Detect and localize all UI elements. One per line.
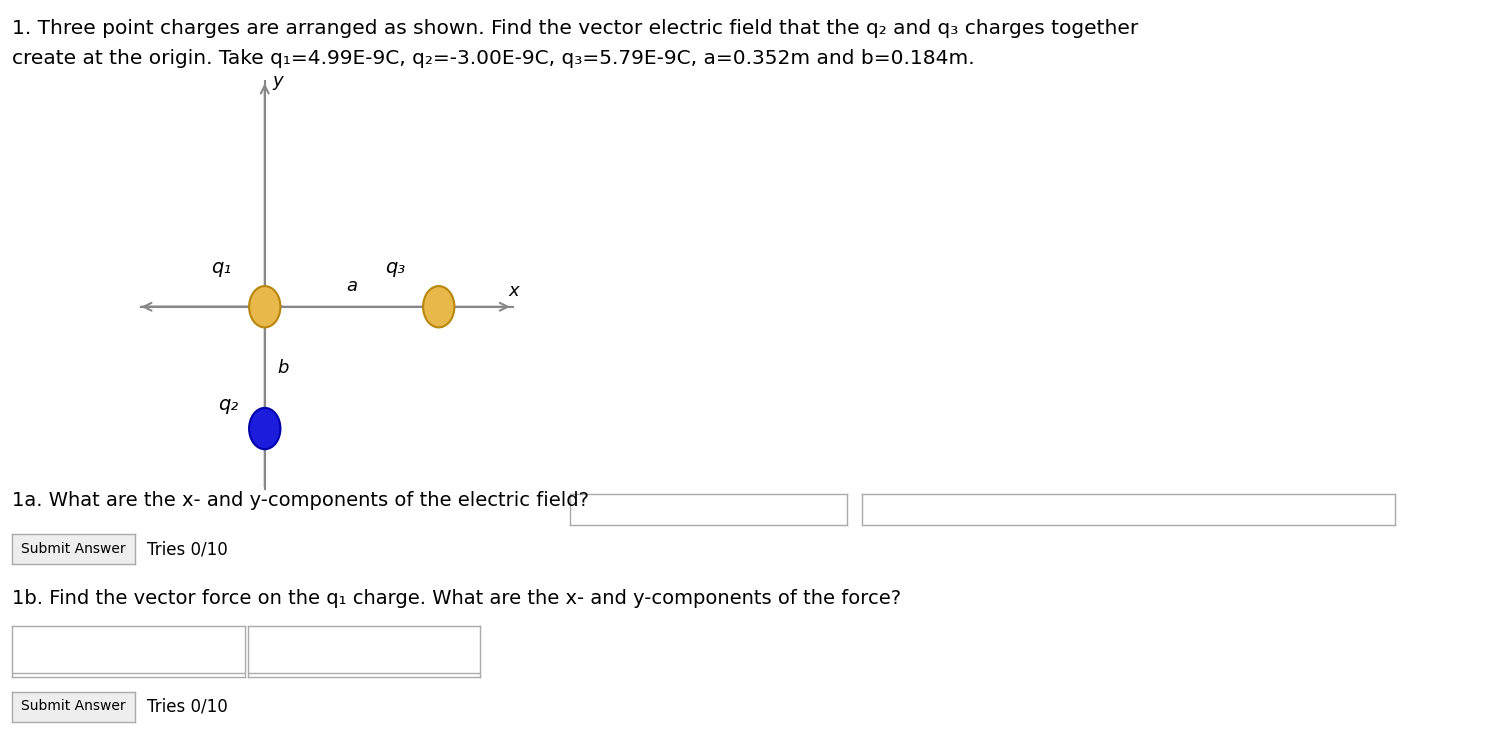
Ellipse shape (423, 286, 454, 328)
Text: Submit Answer: Submit Answer (21, 700, 126, 713)
Text: q₂: q₂ (217, 395, 238, 414)
Text: a: a (346, 277, 357, 295)
Text: Submit Answer: Submit Answer (21, 542, 126, 556)
Text: x: x (509, 282, 519, 300)
Text: q₃: q₃ (386, 258, 405, 277)
Text: b: b (278, 358, 288, 376)
Ellipse shape (249, 286, 280, 328)
Ellipse shape (249, 408, 280, 449)
Text: Tries 0/10: Tries 0/10 (147, 698, 228, 715)
Text: q₁: q₁ (211, 258, 231, 277)
Text: 1b. Find the vector force on the q₁ charge. What are the x- and y-components of : 1b. Find the vector force on the q₁ char… (12, 589, 902, 608)
Text: y: y (273, 72, 284, 90)
Text: 1a. What are the x- and y-components of the electric field?: 1a. What are the x- and y-components of … (12, 491, 590, 510)
Text: 1. Three point charges are arranged as shown. Find the vector electric field tha: 1. Three point charges are arranged as s… (12, 19, 1138, 38)
Text: Tries 0/10: Tries 0/10 (147, 540, 228, 558)
Text: create at the origin. Take q₁=4.99E-9C, q₂=-3.00E-9C, q₃=5.79E-9C, a=0.352m and : create at the origin. Take q₁=4.99E-9C, … (12, 49, 975, 68)
